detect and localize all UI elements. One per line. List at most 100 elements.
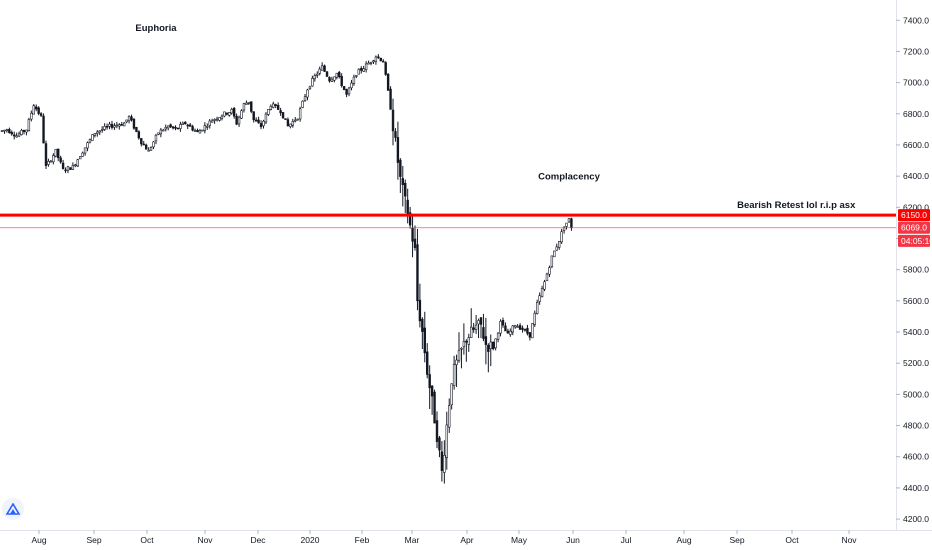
candle-body [223,111,226,117]
candle-body [162,129,165,132]
candle-body [286,119,290,127]
candle-body [311,78,314,87]
candle-body [482,327,485,339]
candle-body [98,130,101,133]
candle-body [308,86,312,90]
chart-annotation[interactable]: Bearish Retest lol r.i.p asx [737,200,856,211]
candle-body [406,199,409,217]
candle-body [562,227,566,231]
candle-body [188,124,192,127]
candle-body [423,327,426,354]
x-tick-label: Jun [566,535,580,545]
candle-body [362,68,365,72]
candle-body [479,317,483,325]
candle-body [535,302,539,314]
chart-annotation[interactable]: Complacency [538,171,600,182]
x-tick-label: Oct [140,535,154,545]
candle-body [430,385,434,397]
candle-body [22,129,26,132]
candle-body [521,327,524,330]
x-tick-label: Nov [197,535,213,545]
y-tick-label: 4200.0 [903,514,929,524]
candle-body [74,164,77,167]
candle-body [228,112,231,116]
y-tick-label: 6600.0 [903,140,929,150]
candle-body [316,73,319,76]
candle-body [342,86,346,91]
candle-body [323,65,326,72]
candle-body [492,341,495,350]
chart-annotation[interactable]: Euphoria [135,23,177,34]
candle-body [355,75,358,77]
candle-body [567,218,571,223]
price-axis[interactable]: 7400.0 7200.0 7000.0 6800.0 6600.0 6400.0 6200… [896,15,929,524]
candle-body [159,129,163,135]
x-tick-label: Aug [31,535,46,545]
y-tick-label: 5600.0 [903,296,929,306]
x-tick-label: Feb [355,535,370,545]
candle-body [382,60,385,63]
candle-body [550,255,554,267]
candle-body [438,437,441,451]
candle-body [386,73,390,91]
candle-body [545,273,549,282]
candle-body [174,126,177,129]
candle-body [404,182,407,197]
candle-body [220,115,224,119]
candle-body [235,115,238,125]
candle-body [560,231,563,243]
candle-body [206,126,209,128]
candle-body [462,341,466,348]
candle-body [230,108,233,114]
candle-body [421,318,424,332]
candle-body [274,104,277,106]
candle-body [418,299,422,322]
candle-body [426,351,429,375]
candle-body [345,89,348,95]
candle-body [103,126,106,130]
candle-body [496,332,500,340]
candle-body [5,129,9,132]
candle-body [301,100,304,108]
candle-body [428,374,431,389]
candle-body [416,244,419,302]
time-axis[interactable]: Aug Sep Oct Nov Dec 2020 Feb Mar Apr May Jun Jul Aug… [31,530,857,545]
candle-body [152,141,155,148]
candle-body [127,115,131,122]
candle-body [171,126,175,129]
candle-body [531,323,534,339]
candle-body [487,344,490,352]
candle-body [66,166,70,171]
candle-body [210,120,214,123]
candle-body [27,119,31,132]
x-tick-label: Apr [460,535,473,545]
candle-body [364,63,368,70]
candle-body [472,327,475,330]
x-tick-label: Nov [841,535,857,545]
candle-body [198,130,202,134]
candle-body [225,112,229,115]
candle-body [279,110,282,114]
candle-body [59,157,62,163]
candle-body [252,111,255,121]
candle-body [13,134,16,137]
candle-body [372,60,375,63]
candle-body [452,364,456,387]
candle-body [401,178,404,185]
candle-body [32,105,35,115]
candle-body [17,133,21,137]
candle-body [15,135,18,138]
candle-body [335,72,339,78]
candle-body [294,119,297,122]
tradingview-logo-button[interactable] [2,498,24,520]
candle-body [504,325,507,332]
candle-body [340,76,343,87]
candle-body [186,124,189,127]
candle-body [570,218,573,229]
y-tick-label: 7400.0 [903,15,929,25]
candle-body [333,76,336,81]
price-badge-label: 6069.0 [901,223,927,233]
candle-body [181,122,185,125]
candle-body [8,129,11,134]
candle-body [467,337,470,345]
